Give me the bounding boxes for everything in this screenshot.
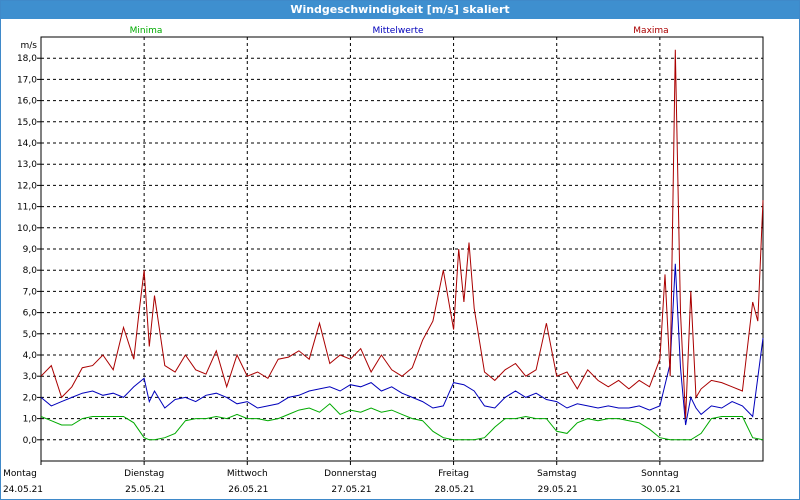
x-tick-label-date: 26.05.21 (228, 485, 268, 495)
legend-entry: Mittelwerte (372, 26, 423, 36)
legend-entry: Maxima (633, 26, 668, 36)
y-tick-label: 17,0 (17, 75, 37, 85)
y-tick-label: 9,0 (23, 245, 38, 255)
chart-title: Windgeschwindigkeit [m/s] skaliert (1, 1, 799, 19)
x-tick-label-day: Freitag (438, 469, 469, 479)
grid-lines (41, 37, 763, 461)
legend-entry: Minima (130, 26, 163, 36)
x-tick-labels: Montag 24.05.21 Dienstag 25.05.21 Mittwoch 26… (3, 469, 681, 495)
legend: Minima Mittelwerte Maxima (130, 26, 669, 36)
x-tick-label-day: Montag (3, 469, 37, 479)
x-tick-label-date: 27.05.21 (331, 485, 371, 495)
y-tick-label: 3,0 (23, 372, 38, 382)
y-tick-label: 2,0 (23, 393, 38, 403)
x-tick-label-date: 24.05.21 (3, 485, 43, 495)
y-tick-label: 14,0 (17, 139, 37, 149)
y-tick-label: 13,0 (17, 160, 37, 170)
y-tick-label: 8,0 (23, 266, 38, 276)
y-tick-label: 5,0 (23, 330, 38, 340)
y-tick-label: 7,0 (23, 287, 38, 297)
y-tick-label: 16,0 (17, 97, 37, 107)
x-tick-label-day: Sonntag (641, 469, 678, 479)
y-tick-label: 11,0 (17, 203, 37, 213)
y-tick-label: 18,0 (17, 54, 37, 64)
plot-area-border (40, 36, 764, 462)
y-tick-label: 12,0 (17, 181, 37, 191)
axes (37, 36, 764, 465)
y-tick-label: 4,0 (23, 351, 38, 361)
x-tick-label-date: 29.05.21 (538, 485, 578, 495)
y-tick-label: 0,0 (23, 436, 38, 446)
series-line-maxima (40, 49, 764, 419)
series-line-minima (40, 403, 764, 441)
y-tick-label: 15,0 (17, 118, 37, 128)
y-tick-label: 1,0 (23, 415, 38, 425)
x-tick-label-day: Donnerstag (324, 469, 377, 479)
y-tick-label: 6,0 (23, 309, 38, 319)
x-tick-label-date: 30.05.21 (641, 485, 681, 495)
x-tick-label-day: Mittwoch (227, 469, 268, 479)
series-line-mittelwerte (40, 263, 764, 426)
y-axis-label: m/s (21, 41, 38, 51)
y-tick-labels: 0,0 1,0 2,0 3,0 4,0 5,0 6,0 7,0 8,0 9,0 10,0 11,0 12… (17, 41, 37, 446)
x-tick-label-day: Dienstag (124, 469, 164, 479)
series-lines (40, 49, 764, 441)
x-tick-label-day: Samstag (537, 469, 576, 479)
y-tick-label: 10,0 (17, 224, 37, 234)
x-tick-label-date: 25.05.21 (125, 485, 165, 495)
x-tick-label-date: 28.05.21 (435, 485, 475, 495)
